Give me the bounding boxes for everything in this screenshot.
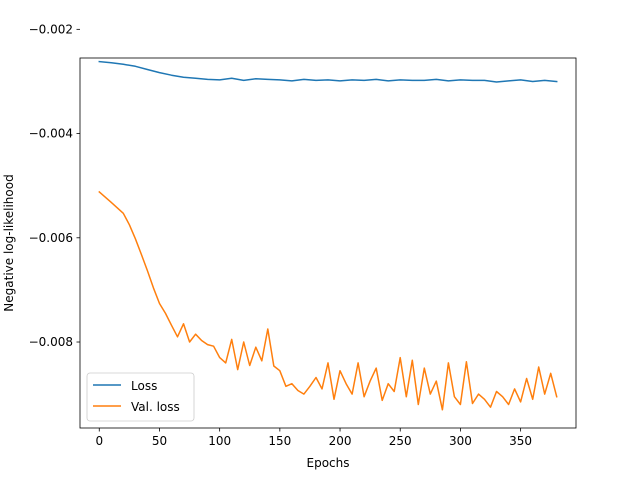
y-tick-label: −0.008: [29, 335, 73, 349]
series-line-loss: [98, 60, 558, 83]
y-tick-label: −0.004: [29, 127, 73, 141]
y-tick-label: −0.002: [29, 22, 73, 36]
plot-area: [80, 58, 576, 428]
x-tick-label: 250: [389, 434, 412, 448]
y-tick-label: −0.006: [29, 231, 73, 245]
series-line-val-loss: [98, 190, 558, 411]
plot-frame: [79, 57, 577, 429]
y-axis-label: Negative log-likelihood: [2, 174, 16, 311]
axes-frame: [79, 57, 577, 429]
legend: Loss Val. loss: [86, 372, 195, 422]
x-tick-label: 50: [152, 434, 167, 448]
y-axis-ticks: −0.002 −0.004 −0.006 −0.008: [29, 22, 80, 349]
x-tick-label: 200: [329, 434, 352, 448]
x-tick-label: 300: [449, 434, 472, 448]
series-layer: [98, 60, 558, 411]
legend-label-val-loss: Val. loss: [131, 400, 180, 414]
x-axis-label: Epochs: [307, 456, 350, 470]
x-tick-label: 350: [509, 434, 532, 448]
x-tick-label: 150: [268, 434, 291, 448]
legend-label-loss: Loss: [131, 379, 157, 393]
x-axis-ticks: 0 50 100 150 200 250 300 350: [95, 428, 532, 448]
x-tick-label: 100: [208, 434, 231, 448]
x-tick-label: 0: [95, 434, 103, 448]
